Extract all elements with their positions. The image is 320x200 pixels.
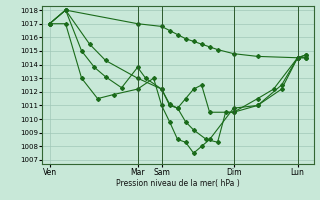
X-axis label: Pression niveau de la mer( hPa ): Pression niveau de la mer( hPa )	[116, 179, 239, 188]
